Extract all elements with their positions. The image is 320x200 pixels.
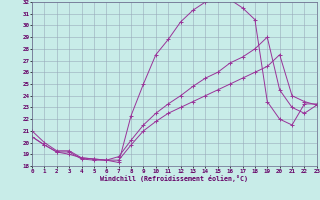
X-axis label: Windchill (Refroidissement éolien,°C): Windchill (Refroidissement éolien,°C) (100, 175, 248, 182)
